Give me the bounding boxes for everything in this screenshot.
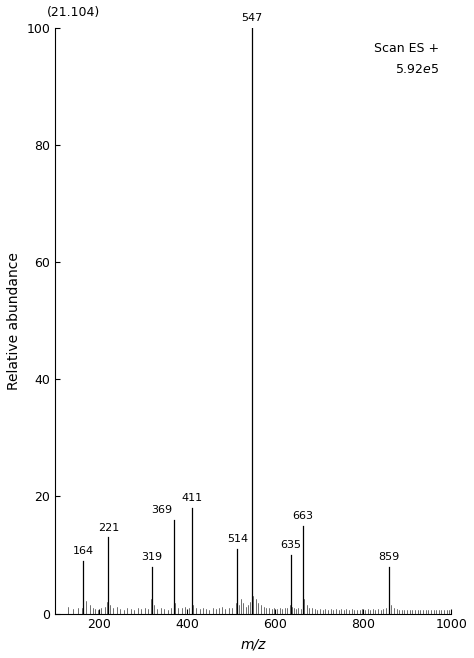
Y-axis label: Relative abundance: Relative abundance — [7, 251, 21, 390]
Text: 547: 547 — [241, 13, 263, 23]
Text: 5.92$e$5: 5.92$e$5 — [395, 63, 439, 76]
Text: 164: 164 — [73, 546, 94, 556]
Text: 369: 369 — [151, 505, 172, 515]
Text: 411: 411 — [182, 494, 202, 503]
X-axis label: m/z: m/z — [240, 637, 266, 651]
Text: Scan ES +: Scan ES + — [374, 42, 439, 55]
Text: 319: 319 — [141, 552, 162, 562]
Text: 635: 635 — [280, 540, 301, 550]
Text: 514: 514 — [227, 534, 248, 544]
Text: (21.104): (21.104) — [47, 6, 100, 18]
Text: 221: 221 — [98, 522, 119, 533]
Text: 859: 859 — [378, 552, 400, 562]
Text: 663: 663 — [292, 511, 313, 521]
